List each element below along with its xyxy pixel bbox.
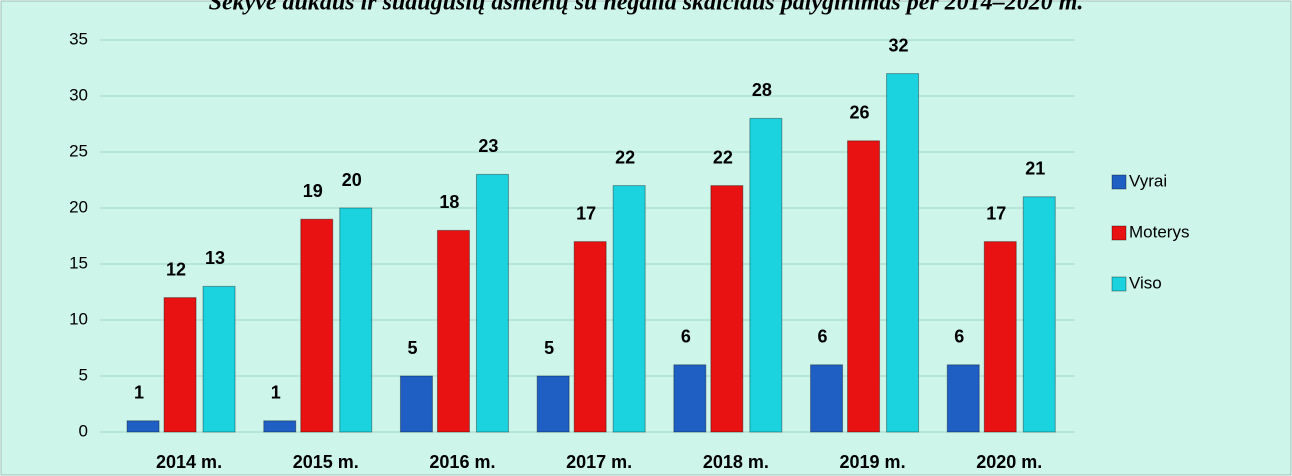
x-tick-label: 2020 m.: [976, 452, 1042, 472]
bar: [536, 375, 570, 433]
bar: [126, 420, 160, 433]
y-tick-label: 30: [69, 85, 88, 104]
legend-label: Viso: [1129, 273, 1162, 292]
bar: [612, 185, 646, 433]
data-label: 12: [166, 259, 186, 279]
x-tick-label: 2017 m.: [566, 452, 632, 472]
legend-swatch: [1111, 276, 1127, 292]
y-tick-label: 35: [69, 29, 88, 48]
y-tick-label: 10: [69, 309, 88, 328]
data-label: 1: [271, 383, 281, 403]
data-label: 23: [478, 136, 498, 156]
bar: [573, 241, 607, 433]
x-tick-label: 2019 m.: [840, 452, 906, 472]
data-label: 22: [615, 147, 635, 167]
data-label: 6: [954, 327, 964, 347]
y-tick-label: 15: [69, 253, 88, 272]
legend-label: Vyrai: [1129, 171, 1167, 190]
data-label: 17: [576, 203, 596, 223]
chart-title: Sekyvė aukaus ir suaugusių asmenų su neg…: [209, 0, 1084, 16]
bar: [202, 285, 236, 433]
data-label: 19: [303, 181, 323, 201]
data-label: 1: [134, 383, 144, 403]
bar: [436, 229, 470, 433]
legend-label: Moterys: [1129, 222, 1189, 241]
data-label: 32: [889, 35, 909, 55]
data-label: 20: [342, 170, 362, 190]
x-tick-label: 2014 m.: [156, 452, 222, 472]
data-label: 22: [713, 147, 733, 167]
data-label: 6: [818, 327, 828, 347]
data-label: 21: [1025, 159, 1045, 179]
data-label: 28: [752, 80, 772, 100]
legend-swatch: [1111, 174, 1127, 190]
bar: [749, 117, 783, 433]
data-label: 26: [850, 103, 870, 123]
x-tick-label: 2016 m.: [429, 452, 495, 472]
data-label: 6: [681, 327, 691, 347]
bar: [1022, 196, 1056, 433]
bar: [886, 73, 920, 433]
data-label: 5: [544, 338, 554, 358]
bar: [475, 173, 509, 433]
bar: [710, 185, 744, 433]
bar: [163, 297, 197, 433]
bar: [300, 218, 334, 433]
data-label: 17: [986, 203, 1006, 223]
bar: [847, 140, 881, 433]
data-label: 18: [439, 192, 459, 212]
bar: [673, 364, 707, 433]
bar: [263, 420, 297, 433]
bar: [399, 375, 433, 433]
x-tick-label: 2018 m.: [703, 452, 769, 472]
y-tick-label: 20: [69, 197, 88, 216]
data-label: 13: [205, 248, 225, 268]
y-tick-label: 0: [79, 421, 88, 440]
data-label: 5: [407, 338, 417, 358]
bar: [983, 241, 1017, 433]
bar: [339, 207, 373, 433]
y-tick-label: 5: [79, 365, 88, 384]
legend-swatch: [1111, 225, 1127, 241]
bar: [946, 364, 980, 433]
x-tick-label: 2015 m.: [293, 452, 359, 472]
y-tick-label: 25: [69, 141, 88, 160]
bar: [810, 364, 844, 433]
